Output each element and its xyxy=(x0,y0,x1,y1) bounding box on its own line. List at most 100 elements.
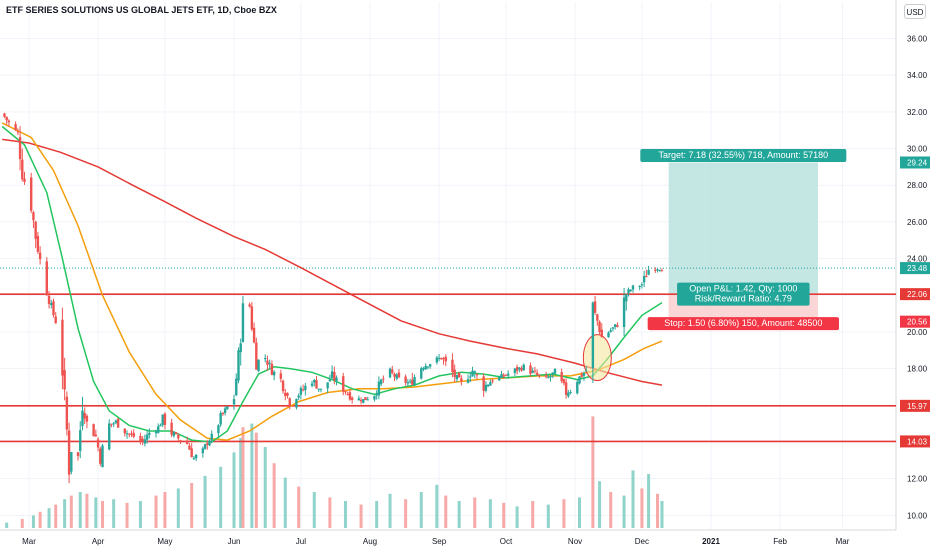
candle-body xyxy=(63,370,66,390)
candle-body xyxy=(538,374,541,376)
candle-body xyxy=(252,327,256,343)
candle-body xyxy=(79,430,82,451)
candle-body xyxy=(85,415,89,422)
candle-body xyxy=(264,358,267,360)
time-tick-label: 2021 xyxy=(702,537,720,546)
sma-long-line xyxy=(2,138,663,386)
volume-bar xyxy=(609,492,613,528)
volume-bar xyxy=(647,474,651,528)
candle-body xyxy=(591,302,595,368)
candle-body xyxy=(141,438,144,442)
volume-bar xyxy=(219,466,223,528)
candle-body xyxy=(348,392,352,400)
candle-body xyxy=(194,454,198,459)
candle-body xyxy=(30,177,33,211)
volume-bar xyxy=(546,504,550,528)
candle-body xyxy=(18,137,22,159)
candle-body xyxy=(297,395,300,398)
candle-body xyxy=(518,367,521,370)
candle-body xyxy=(161,414,164,425)
candle-body xyxy=(116,418,120,428)
price-tick-label: 30.00 xyxy=(907,145,928,154)
price-tick-label: 26.00 xyxy=(907,218,928,227)
time-tick-label: Feb xyxy=(773,537,787,546)
candle-body xyxy=(288,398,291,407)
candle-body xyxy=(658,269,661,271)
volume-bars xyxy=(5,416,664,528)
candle-body xyxy=(428,364,432,367)
candle-body xyxy=(408,381,412,383)
candle-body xyxy=(177,434,180,439)
volume-bar xyxy=(515,506,519,528)
candle-body xyxy=(549,376,552,378)
candle-body xyxy=(475,374,479,376)
candle-body xyxy=(304,385,307,391)
candle-body xyxy=(239,343,242,353)
candle-body xyxy=(83,413,86,419)
volume-bar xyxy=(203,475,207,528)
candle-body xyxy=(609,330,612,332)
volume-bar xyxy=(502,502,506,528)
volume-bar xyxy=(239,438,243,528)
volume-bar xyxy=(38,511,42,528)
volume-bar xyxy=(660,501,664,528)
candle-body xyxy=(70,452,73,472)
candle-body xyxy=(567,392,570,397)
candle-body xyxy=(163,413,167,425)
candle-body xyxy=(533,370,537,372)
candle-body xyxy=(435,357,439,363)
price-tick-label: 34.00 xyxy=(907,71,928,80)
candle-body xyxy=(489,382,492,386)
price-label: 23.48 xyxy=(907,264,928,273)
candle-body xyxy=(656,269,659,271)
candle-body xyxy=(547,376,550,378)
candle-body xyxy=(375,394,378,396)
time-tick-label: May xyxy=(157,537,172,546)
price-tick-label: 28.00 xyxy=(907,181,928,190)
candle-body xyxy=(23,178,26,182)
volume-bar xyxy=(263,447,267,528)
volume-bar xyxy=(94,497,98,528)
candle-body xyxy=(580,374,583,377)
volume-bar xyxy=(631,470,635,528)
candle-body xyxy=(593,301,597,313)
candle-body xyxy=(295,398,298,408)
candle-body xyxy=(179,440,182,442)
candle-body xyxy=(221,412,225,415)
volume-bar xyxy=(31,515,35,528)
candle-body xyxy=(404,376,407,383)
price-tick-label: 12.00 xyxy=(907,475,928,484)
candle-body xyxy=(471,370,474,377)
target-zone xyxy=(668,162,818,295)
candle-body xyxy=(159,425,162,427)
candle-body xyxy=(362,398,365,403)
candle-body xyxy=(654,269,657,271)
candle-body xyxy=(170,422,173,435)
candle-body xyxy=(237,350,240,381)
candle-body xyxy=(7,120,11,123)
candle-body xyxy=(442,358,445,360)
candle-body xyxy=(310,383,314,386)
price-tick-label: 20.00 xyxy=(907,328,928,337)
candle-body xyxy=(96,439,100,448)
candle-body xyxy=(584,370,588,372)
candle-body xyxy=(76,452,80,457)
candle-body xyxy=(357,398,361,401)
candle-body xyxy=(123,428,127,434)
candle-body xyxy=(484,384,488,391)
candle-body xyxy=(424,365,427,370)
candle-body xyxy=(553,368,557,374)
candle-body xyxy=(279,373,283,379)
candle-body xyxy=(112,423,115,425)
candle-body xyxy=(582,372,586,376)
volume-bar xyxy=(241,427,245,528)
currency-button[interactable]: USD xyxy=(904,4,926,19)
volume-bar xyxy=(388,493,392,528)
candle-body xyxy=(457,372,461,378)
price-label: 20.56 xyxy=(907,318,928,327)
candle-body xyxy=(192,458,196,460)
candle-body xyxy=(437,357,441,359)
